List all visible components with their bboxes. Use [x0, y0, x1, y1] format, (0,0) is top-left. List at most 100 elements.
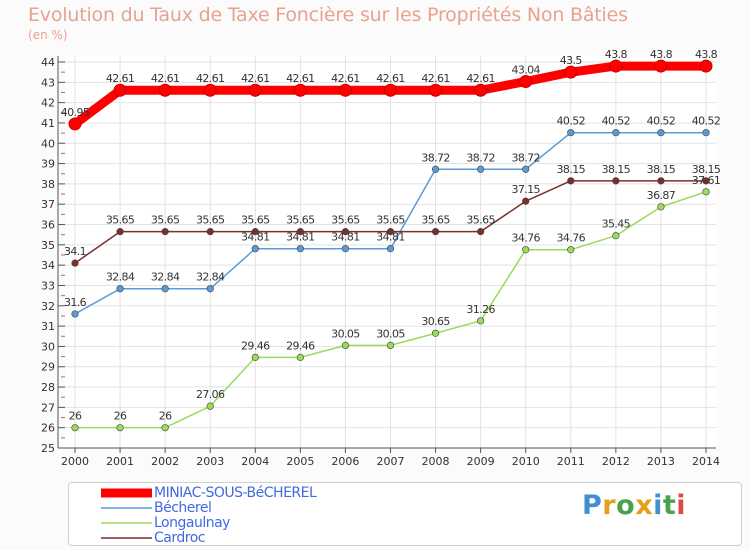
data-point	[474, 83, 488, 97]
y-tick-label: 26	[41, 422, 55, 435]
y-tick-label: 27	[41, 401, 55, 414]
data-point	[699, 59, 713, 73]
logo-letter: x	[635, 490, 654, 521]
data-point	[431, 329, 440, 337]
data-point	[116, 228, 124, 236]
x-tick-label: 2005	[286, 455, 314, 468]
data-point	[477, 165, 485, 173]
y-unit-label: (en %)	[28, 28, 68, 42]
x-tick-label: 2011	[557, 455, 585, 468]
data-point	[609, 59, 623, 73]
data-label: 42.61	[151, 72, 180, 85]
legend-item-miniac[interactable]: MINIAC-SOUS-BéCHEREL	[99, 485, 317, 501]
data-label: 38.72	[466, 151, 495, 164]
data-label: 35.65	[241, 214, 270, 227]
logo-letter: P	[582, 490, 603, 521]
data-point	[161, 424, 169, 432]
data-label: 31.6	[64, 296, 87, 309]
legend-swatch-cardroc	[101, 537, 152, 539]
data-point	[702, 177, 710, 185]
data-point	[657, 129, 665, 137]
data-label: 35.65	[286, 214, 315, 227]
x-tick-label: 2004	[241, 455, 269, 468]
y-tick-label: 35	[41, 239, 55, 252]
data-label: 35.65	[466, 214, 495, 227]
data-point	[296, 245, 304, 253]
legend-swatch-longaulnay	[101, 522, 152, 524]
data-label: 38.72	[511, 151, 540, 164]
x-tick-label: 2008	[422, 455, 450, 468]
data-label: 43.8	[605, 48, 628, 61]
data-label: 42.61	[196, 72, 225, 85]
data-label: 42.61	[106, 72, 135, 85]
data-point	[431, 228, 440, 236]
data-point	[296, 353, 304, 361]
data-label: 40.52	[692, 115, 721, 128]
data-label: 30.05	[376, 327, 405, 340]
legend-item-becherel[interactable]: Bécherel	[99, 500, 212, 516]
data-label: 34.81	[331, 231, 360, 244]
data-point	[71, 424, 79, 432]
legend-item-cardroc[interactable]: Cardroc	[99, 530, 205, 546]
data-label: 42.61	[241, 72, 270, 85]
data-point	[68, 117, 82, 131]
legend-label-longaulnay: Longaulnay	[154, 515, 230, 531]
data-label: 43.04	[511, 64, 540, 77]
data-label: 35.65	[196, 214, 225, 227]
data-label: 38.72	[421, 151, 450, 164]
data-point	[567, 177, 575, 185]
data-point	[116, 424, 124, 432]
y-tick-label: 34	[41, 259, 55, 272]
data-label: 35.45	[602, 218, 631, 231]
data-label: 38.15	[692, 163, 721, 176]
data-label: 36.87	[647, 189, 676, 202]
legend-swatch-miniac	[101, 488, 152, 498]
data-label: 42.61	[466, 72, 495, 85]
data-label: 35.65	[151, 214, 180, 227]
data-point	[341, 228, 350, 236]
y-tick-label: 36	[41, 219, 55, 232]
data-label: 34.81	[286, 231, 315, 244]
x-tick-label: 2009	[467, 455, 495, 468]
y-tick-label: 33	[41, 279, 55, 292]
data-point	[567, 129, 575, 137]
data-label: 29.46	[286, 339, 315, 352]
data-label: 37.15	[511, 183, 540, 196]
data-label: 40.52	[647, 115, 676, 128]
y-tick-label: 42	[41, 97, 55, 110]
chart-title: Evolution du Taux de Taxe Foncière sur l…	[28, 4, 628, 26]
x-tick-label: 2001	[106, 455, 134, 468]
x-tick-label: 2012	[602, 455, 630, 468]
proxiti-logo: Proxiti	[582, 490, 686, 521]
data-label: 26	[114, 410, 127, 423]
x-tick-label: 2010	[512, 455, 540, 468]
logo-letter: r	[602, 490, 617, 521]
data-label: 40.52	[557, 115, 586, 128]
data-point	[206, 402, 214, 410]
data-point	[203, 83, 217, 97]
data-label: 43.5	[560, 54, 583, 67]
legend-label-becherel: Bécherel	[154, 500, 212, 516]
data-label: 30.65	[421, 315, 450, 328]
data-point	[251, 228, 259, 236]
data-label: 35.65	[376, 214, 405, 227]
data-point	[384, 83, 397, 97]
data-label: 38.15	[647, 163, 676, 176]
data-point	[386, 341, 395, 350]
data-label: 34.1	[64, 245, 86, 258]
data-point	[293, 83, 307, 97]
data-label: 40.95	[61, 106, 90, 119]
data-point	[702, 129, 710, 137]
legend-item-longaulnay[interactable]: Longaulnay	[99, 515, 230, 531]
data-point	[657, 203, 665, 211]
data-label: 42.61	[376, 72, 405, 85]
data-label: 34.81	[376, 231, 405, 244]
data-point	[386, 245, 395, 253]
data-label: 42.61	[421, 72, 450, 85]
data-point	[564, 65, 578, 79]
data-label: 32.84	[151, 271, 180, 284]
data-point	[206, 285, 214, 293]
y-tick-label: 31	[41, 320, 55, 333]
data-point	[431, 165, 440, 173]
logo-letter: t	[662, 490, 677, 521]
